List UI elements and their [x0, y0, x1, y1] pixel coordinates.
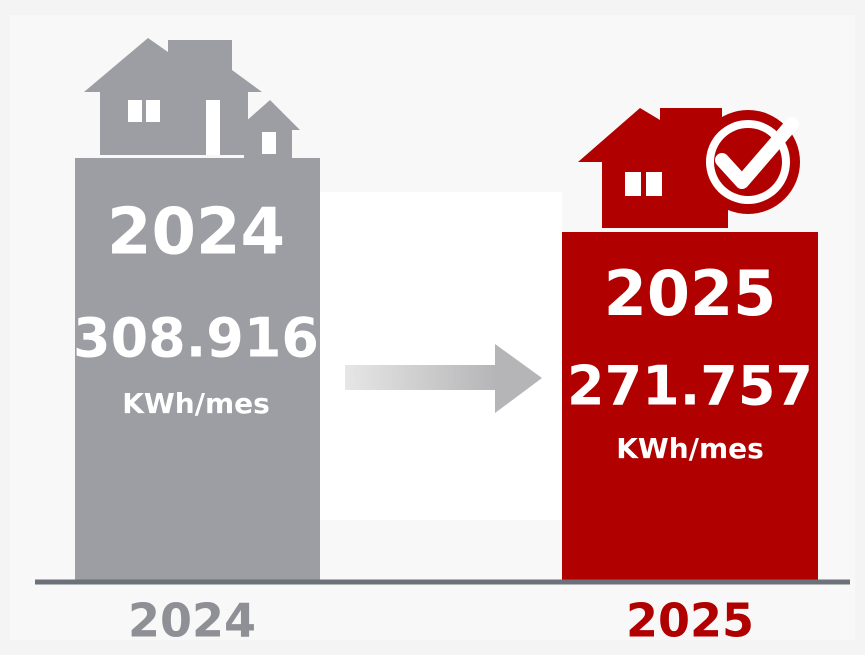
arrow-head: [495, 344, 542, 413]
bar-year: 2025: [604, 257, 777, 330]
axis-label: 2024: [128, 594, 256, 648]
house-windows-red: [625, 172, 662, 196]
center-panel: [320, 192, 562, 520]
bar-unit: KWh/mes: [122, 387, 270, 420]
check-mark: [715, 117, 799, 189]
bar-2024: [75, 158, 320, 580]
bar-value: 271.757: [567, 355, 813, 418]
bar-2025: [562, 232, 818, 580]
bar-value: 308.916: [73, 307, 319, 370]
bar-year: 2024: [107, 196, 285, 270]
arrow-shaft: [345, 365, 497, 390]
axis-label: 2025: [626, 594, 754, 648]
bar-unit: KWh/mes: [616, 432, 764, 465]
house-windows-gray: [128, 100, 276, 155]
